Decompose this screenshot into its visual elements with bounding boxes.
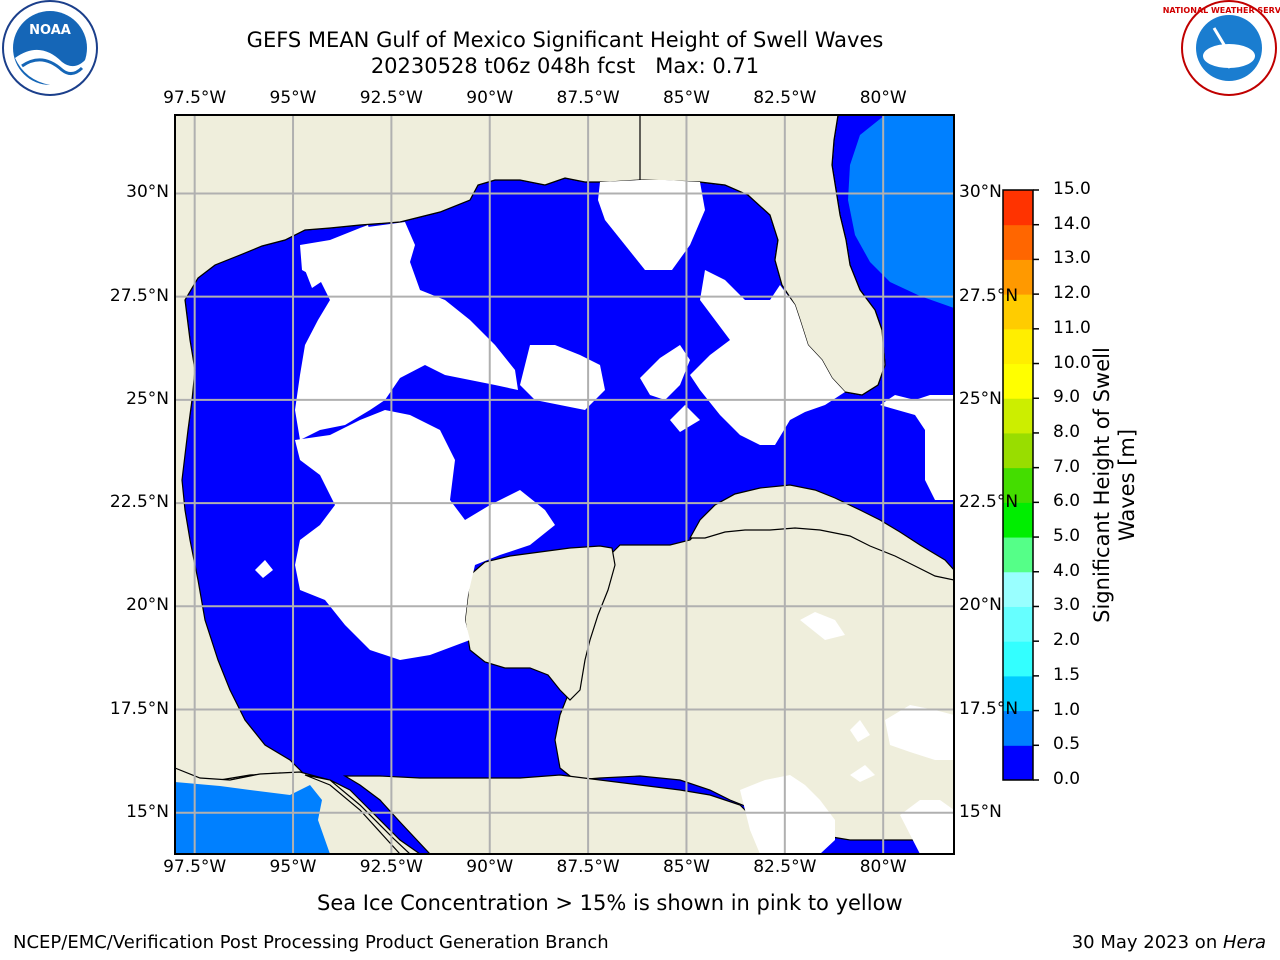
lon-tick-label-top: 97.5°W xyxy=(163,88,227,108)
colorbar-tick-label: 3.0 xyxy=(1053,595,1081,616)
lon-tick-label-bottom: 90°W xyxy=(466,857,514,877)
lat-tick-label-left: 17.5°N xyxy=(109,698,169,719)
lon-tick-label-top: 87.5°W xyxy=(556,88,620,108)
swell-zero-areas xyxy=(255,180,954,854)
colorbar-tick-label: 14.0 xyxy=(1053,213,1091,234)
colorbar xyxy=(1002,189,1039,781)
colorbar-swatch xyxy=(1003,606,1033,642)
lon-tick-label-bottom: 92.5°W xyxy=(359,857,423,877)
lat-tick-label-left: 25°N xyxy=(126,388,169,409)
swell-0.5-pacific xyxy=(175,782,330,854)
colorbar-swatch xyxy=(1003,294,1033,330)
colorbar-swatch xyxy=(1003,467,1033,503)
lat-tick-label-left: 27.5°N xyxy=(109,285,169,306)
colorbar-swatch xyxy=(1003,710,1033,746)
footer-host: Hera xyxy=(1222,932,1266,953)
map-gridlines xyxy=(175,115,954,854)
lon-tick-label-bottom: 82.5°W xyxy=(753,857,817,877)
colorbar-swatch xyxy=(1003,675,1033,712)
colorbar-tick-label: 5.0 xyxy=(1053,526,1081,547)
lon-tick-label-top: 80°W xyxy=(859,88,907,108)
colorbar-tick-label: 11.0 xyxy=(1053,317,1091,338)
colorbar-tick-label: 13.0 xyxy=(1053,248,1091,269)
svg-text:NATIONAL WEATHER SERVICE: NATIONAL WEATHER SERVICE xyxy=(1163,6,1280,15)
colorbar-tick-label: 6.0 xyxy=(1053,491,1081,512)
lat-tick-label-left: 20°N xyxy=(126,595,169,616)
colorbar-swatch xyxy=(1003,398,1033,434)
lon-tick-label-top: 85°W xyxy=(662,88,710,108)
colorbar-tick-label: 12.0 xyxy=(1053,283,1091,304)
colorbar-swatch xyxy=(1003,224,1033,260)
lat-tick-label-left: 22.5°N xyxy=(109,492,169,513)
footer-date-text: 30 May 2023 on xyxy=(1071,932,1223,953)
noaa-logo-text: NOAA xyxy=(29,23,71,38)
colorbar-swatch xyxy=(1003,190,1033,226)
lat-tick-label-right: 20°N xyxy=(959,595,1002,616)
colorbar-tick-label: 10.0 xyxy=(1053,352,1091,373)
map-border xyxy=(174,114,955,855)
colorbar-swatch xyxy=(1003,432,1033,469)
lat-tick-label-right: 30°N xyxy=(959,182,1002,203)
lon-tick-label-top: 82.5°W xyxy=(753,88,817,108)
colorbar-tick-label: 4.0 xyxy=(1053,560,1081,581)
colorbar-swatch xyxy=(1003,537,1033,573)
colorbar-swatch xyxy=(1003,502,1033,538)
colorbar-tick-label: 0.5 xyxy=(1053,734,1081,755)
colorbar-border xyxy=(1002,189,1034,781)
lon-tick-label-top: 95°W xyxy=(269,88,317,108)
chart-subtitle: 20230528 t06z 048h fcst Max: 0.71 xyxy=(370,54,760,78)
lon-tick-label-bottom: 85°W xyxy=(662,857,710,877)
lon-tick-label-top: 92.5°W xyxy=(359,88,423,108)
colorbar-swatch xyxy=(1003,259,1033,295)
lat-tick-label-right: 25°N xyxy=(959,388,1002,409)
colorbar-label: Significant Height of Swell Waves [m] xyxy=(1090,347,1139,623)
lon-tick-label-bottom: 97.5°W xyxy=(163,857,227,877)
colorbar-swatch xyxy=(1003,328,1033,365)
lat-tick-label-right: 27.5°N xyxy=(959,285,1019,306)
lon-tick-label-top: 90°W xyxy=(466,88,514,108)
colorbar-swatch xyxy=(1003,363,1033,399)
chart-title: GEFS MEAN Gulf of Mexico Significant Hei… xyxy=(246,28,884,52)
cuba-land xyxy=(688,484,954,581)
lat-tick-label-left: 30°N xyxy=(126,182,169,203)
colorbar-tick-label: 2.0 xyxy=(1053,630,1081,651)
colorbar-tick-label: 1.5 xyxy=(1053,664,1081,685)
colorbar-swatch xyxy=(1003,641,1033,677)
colorbar-tick-label: 15.0 xyxy=(1053,179,1091,199)
map-panel xyxy=(175,115,954,854)
colorbar-tick-label: 8.0 xyxy=(1053,421,1081,442)
footer-date: 30 May 2023 on Hera xyxy=(1072,932,1266,953)
colorbar-tick-label: 7.0 xyxy=(1053,456,1081,477)
colorbar-tick-label: 0.0 xyxy=(1053,769,1081,789)
nws-logo-icon: NATIONAL WEATHER SERVICE xyxy=(1163,0,1280,96)
noaa-logo-icon: NOAA xyxy=(2,0,98,96)
yucatan-land xyxy=(464,545,616,701)
colorbar-swatch xyxy=(1003,745,1033,781)
lat-tick-label-right: 22.5°N xyxy=(959,492,1019,513)
footer-credit: NCEP/EMC/Verification Post Processing Pr… xyxy=(13,932,609,953)
lon-tick-label-bottom: 95°W xyxy=(269,857,317,877)
florida-land xyxy=(639,115,886,396)
lat-tick-label-left: 15°N xyxy=(126,801,169,822)
lat-tick-label-right: 15°N xyxy=(959,801,1002,822)
swell-0.5-atlantic xyxy=(848,115,954,308)
lon-tick-label-bottom: 80°W xyxy=(859,857,907,877)
colorbar-swatch xyxy=(1003,571,1033,607)
sea-ice-caption: Sea Ice Concentration > 15% is shown in … xyxy=(317,891,903,915)
lat-tick-label-right: 17.5°N xyxy=(959,698,1019,719)
colorbar-tick-label: 1.0 xyxy=(1053,699,1081,720)
lon-tick-label-bottom: 87.5°W xyxy=(556,857,620,877)
colorbar-tick-label: 9.0 xyxy=(1053,387,1081,408)
